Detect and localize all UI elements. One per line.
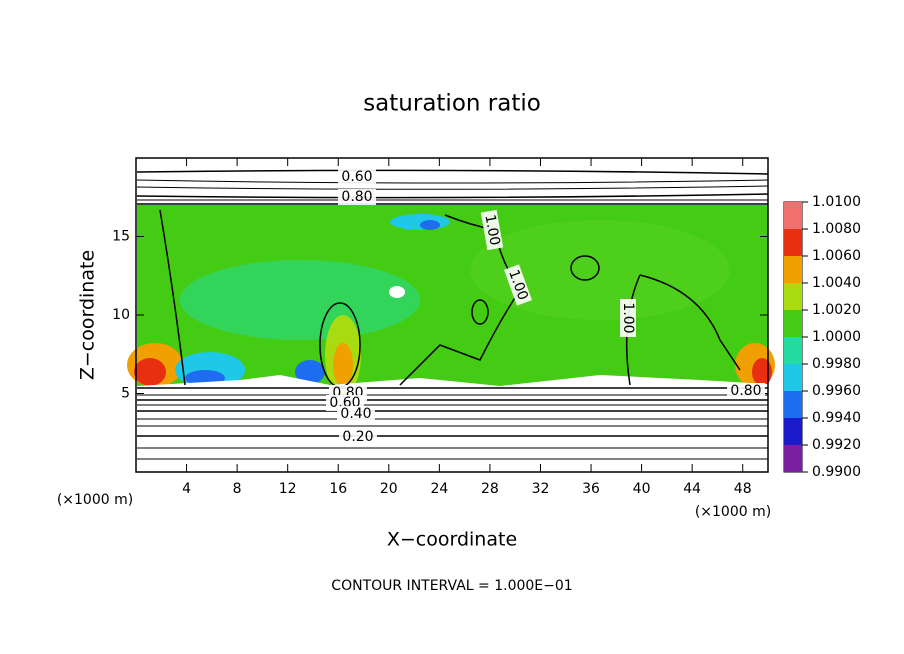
colorbar-tick-label: 1.0040 [812, 275, 861, 291]
x-tick-label: 20 [380, 481, 398, 497]
colorbar-bin [784, 283, 802, 310]
chart-title: saturation ratio [363, 91, 541, 117]
y-tick-label: 15 [112, 229, 130, 245]
x-tick-label: 44 [683, 481, 701, 497]
x-tick-label: 28 [481, 481, 499, 497]
colorbar-tick-label: 1.0020 [812, 302, 861, 318]
contour-label-group: 0.60 [338, 169, 376, 185]
colorbar-tick-label: 1.0060 [812, 248, 861, 264]
x-tick-label: 4 [182, 481, 191, 497]
colorbar-tick-label: 1.0000 [812, 329, 861, 345]
colorbar-bin [784, 445, 802, 472]
contour-label-bg [338, 169, 376, 185]
colorbar-tick-label: 1.0100 [812, 194, 861, 210]
annotation: CONTOUR INTERVAL = 1.000E−01 [331, 578, 572, 594]
contour-label-group: 0.80 [338, 189, 376, 205]
colorbar-bin [784, 310, 802, 337]
contour-lines [136, 169, 769, 460]
colorbar-bin [784, 202, 802, 229]
colorbar-tick-label: 0.9940 [812, 410, 861, 426]
contour-label: 1.00 [620, 302, 636, 333]
contour-label-group: 0.40 [337, 406, 375, 422]
contour-label-group: 1.00 [620, 299, 636, 337]
colorbar-tick-label: 0.9960 [812, 383, 861, 399]
field [127, 205, 775, 395]
contour-label: 0.60 [341, 169, 372, 185]
colorbar-bin [784, 418, 802, 445]
colorbar-bin [784, 364, 802, 391]
x-tick-label: 48 [734, 481, 752, 497]
contour-label-bg [337, 406, 375, 422]
x-axis-label: X−coordinate [387, 529, 517, 551]
colorbar-tick-label: 0.9900 [812, 464, 861, 480]
x-tick-label: 36 [582, 481, 600, 497]
colorbar-bin [784, 391, 802, 418]
colorbar-bin [784, 256, 802, 283]
contour-label: 0.80 [730, 383, 761, 399]
y-tick-label: 10 [112, 307, 130, 323]
y-tick-label: 5 [121, 386, 130, 402]
x-tick-label: 32 [532, 481, 550, 497]
contour-label-group: 0.80 [727, 383, 765, 399]
contour-label-bg [338, 189, 376, 205]
contour-label: 0.20 [342, 429, 373, 445]
colorbar-tick-label: 0.9980 [812, 356, 861, 372]
colorbar-bin [784, 229, 802, 256]
colorbar-bin [784, 337, 802, 364]
x-tick-label: 16 [329, 481, 347, 497]
contour-label: 0.80 [341, 189, 372, 205]
contour-label-group: 0.20 [339, 429, 377, 445]
contour-label-bg [339, 429, 377, 445]
contour-label-bg [727, 383, 765, 399]
contour-label-bg [503, 264, 533, 306]
contour-label-bg [480, 209, 504, 251]
contour-label-group: 1.00 [480, 209, 504, 251]
x-unit-label: (×1000 m) [57, 492, 133, 508]
colorbar-tick-label: 0.9920 [812, 437, 861, 453]
contour-label: 0.40 [340, 406, 371, 422]
colorbar-tick-label: 1.0080 [812, 221, 861, 237]
contour-label-bg [620, 299, 636, 337]
x-tick-label: 8 [233, 481, 242, 497]
y-unit-label: (×1000 m) [695, 504, 771, 520]
x-tick-label: 12 [279, 481, 297, 497]
x-tick-label: 24 [430, 481, 448, 497]
contour-label: 1.00 [481, 213, 502, 246]
x-tick-label: 40 [633, 481, 651, 497]
y-axis-label: Z−coordinate [77, 250, 99, 380]
